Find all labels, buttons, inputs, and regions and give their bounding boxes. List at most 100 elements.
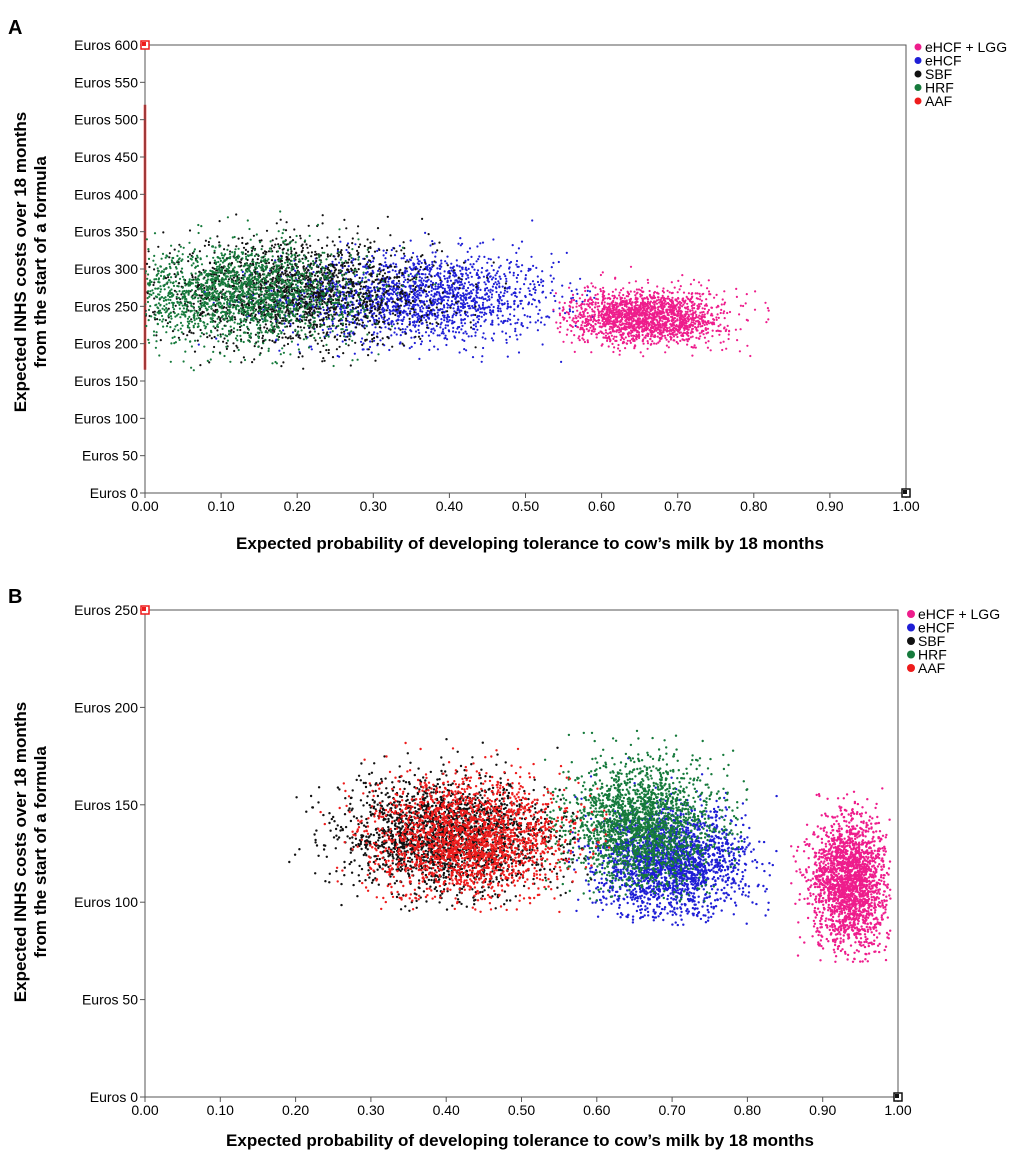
data-point [392, 262, 395, 265]
data-point [407, 307, 410, 310]
data-point [282, 319, 285, 322]
data-point [461, 273, 464, 276]
data-point [279, 295, 283, 298]
data-point [325, 285, 328, 288]
data-point [325, 309, 328, 312]
data-point [172, 303, 175, 307]
data-point [387, 280, 390, 283]
data-point [192, 293, 196, 296]
data-point [370, 283, 373, 286]
data-point [233, 321, 236, 324]
data-point [209, 237, 212, 240]
data-point [533, 283, 536, 286]
data-point [283, 302, 286, 305]
data-point [243, 275, 246, 278]
data-point [414, 288, 417, 291]
data-point [181, 304, 184, 307]
data-point [264, 304, 267, 307]
data-point [197, 325, 200, 328]
data-point [381, 343, 384, 346]
data-point [342, 352, 345, 355]
data-point [519, 333, 522, 336]
data-point [419, 308, 422, 311]
data-point [348, 270, 351, 274]
data-point [343, 338, 346, 342]
data-point [363, 298, 367, 301]
data-point [359, 285, 363, 288]
data-point [434, 288, 437, 291]
data-point [424, 319, 427, 322]
data-point [356, 322, 359, 325]
data-point [463, 282, 466, 285]
data-point [479, 324, 482, 328]
data-point [532, 287, 535, 291]
data-point [278, 306, 281, 309]
data-point [354, 275, 357, 278]
data-point [396, 275, 399, 278]
data-point [339, 334, 342, 338]
data-point [550, 280, 554, 283]
data-point [517, 265, 520, 268]
data-point [338, 345, 341, 348]
data-point [155, 331, 158, 334]
data-point [303, 277, 306, 280]
data-point [257, 285, 260, 288]
data-point [571, 310, 575, 313]
data-point [443, 319, 446, 322]
data-point [433, 309, 436, 312]
data-point [373, 318, 376, 321]
data-point [179, 245, 182, 248]
data-point [333, 310, 336, 313]
data-point [330, 275, 333, 278]
data-point [358, 323, 361, 326]
data-point [447, 304, 450, 307]
data-point [251, 361, 254, 364]
data-point [197, 281, 200, 284]
data-point [467, 281, 470, 284]
data-point [223, 337, 226, 340]
data-point [246, 293, 249, 296]
data-point [328, 271, 331, 274]
data-point [270, 259, 274, 262]
data-point [441, 283, 445, 287]
data-point [280, 259, 284, 262]
data-point [319, 270, 322, 273]
data-point [413, 282, 417, 285]
data-point [450, 300, 453, 303]
data-point [276, 301, 279, 304]
data-point [208, 262, 212, 265]
data-point [410, 336, 413, 339]
data-point [467, 276, 470, 279]
data-point [312, 260, 315, 263]
data-point [480, 315, 483, 318]
data-point [198, 274, 201, 277]
data-point [236, 260, 239, 263]
data-point [223, 265, 226, 268]
data-point [339, 240, 342, 243]
data-point [326, 255, 329, 258]
data-point [167, 294, 170, 297]
data-point [312, 311, 315, 314]
data-point [446, 284, 449, 287]
data-point [438, 267, 441, 270]
data-point [221, 314, 224, 317]
data-point [341, 273, 344, 276]
data-point [252, 260, 255, 263]
data-point [278, 257, 281, 260]
data-point [300, 329, 303, 332]
data-point [349, 364, 352, 367]
data-point [190, 305, 193, 308]
data-point [436, 348, 439, 351]
data-point [544, 296, 548, 299]
data-point [418, 331, 421, 334]
data-point [327, 327, 330, 331]
data-point [404, 299, 408, 302]
data-point [514, 287, 517, 291]
data-point [514, 291, 517, 294]
data-point [240, 299, 244, 302]
data-point [576, 292, 579, 295]
data-point [196, 284, 199, 287]
data-point [337, 298, 340, 302]
data-point [418, 276, 421, 279]
data-point [272, 276, 275, 279]
